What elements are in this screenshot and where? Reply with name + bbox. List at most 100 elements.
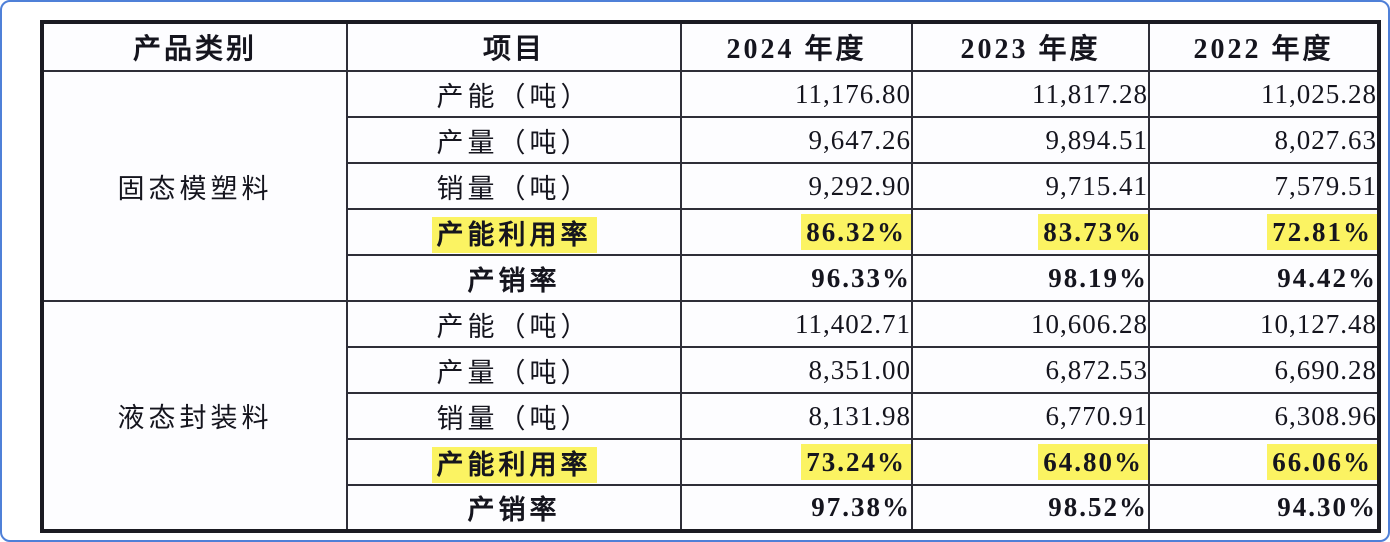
value-cell: 97.38% [680,484,913,532]
value-text: 10,606.28 [1031,308,1148,339]
value-cell: 98.52% [911,484,1150,532]
item-label-cell: 产量（吨） [346,346,682,394]
product-category-cell: 液态封装料 [41,300,348,532]
item-label-cell: 产能利用率 [346,438,682,486]
col-header-product-category: 产品类别 [41,21,348,72]
value-text: 9,715.41 [1045,170,1148,201]
value-text: 94.42% [1277,262,1377,293]
product-category-cell: 固态模塑料 [41,70,348,302]
value-text: 97.38% [811,492,911,522]
value-cell: 98.19% [911,254,1150,302]
value-text: 6,770.91 [1045,400,1148,431]
table-row: 销量（吨） 9,292.90 9,715.41 7,579.51 [42,162,1380,210]
label-text: 产能（吨） [436,81,592,112]
table-row: 产能利用率 73.24% 64.80% 66.06% [42,438,1380,486]
table-row: 固态模塑料 产能（吨） 11,176.80 11,817.28 11,025.28 [41,70,1380,302]
label-text: 销量（吨） [436,403,592,434]
value-text: 96.33% [811,262,911,293]
value-cell: 8,027.63 [1148,116,1380,164]
highlighted-label: 产能利用率 [431,216,597,253]
value-text: 6,690.28 [1274,354,1377,385]
value-cell: 94.30% [1148,484,1380,532]
value-text: 11,817.28 [1032,78,1148,109]
value-cell: 11,176.80 [680,70,913,118]
table-row: 销量（吨） 8,131.98 6,770.91 6,308.96 [42,392,1380,440]
col-header-item: 项目 [346,21,682,72]
highlighted-value: 64.80% [1038,443,1147,480]
highlighted-value: 66.06% [1267,443,1377,480]
value-cell: 94.42% [1148,254,1380,302]
col-header-year-2022: 2022 年度 [1148,21,1380,72]
item-label-cell: 产能（吨） [346,300,682,348]
highlighted-label: 产能利用率 [431,446,597,483]
value-text: 8,027.63 [1274,124,1377,155]
value-text: 6,308.96 [1274,400,1377,431]
value-cell: 83.73% [911,208,1150,256]
value-text: 9,292.90 [808,170,911,201]
value-text: 10,127.48 [1260,308,1377,339]
highlighted-value: 73.24% [801,443,910,480]
item-label-cell: 产销率 [346,484,682,532]
value-cell: 66.06% [1148,438,1380,486]
table-row: 产量（吨） 9,647.26 9,894.51 8,027.63 [42,116,1380,164]
value-text: 8,351.00 [808,354,911,385]
highlighted-value: 86.32% [801,213,910,250]
value-cell: 7,579.51 [1148,162,1380,210]
value-text: 98.19% [1048,262,1148,293]
table-row: 产销率 97.38% 98.52% 94.30% [42,484,1380,532]
table-row: 产量（吨） 8,351.00 6,872.53 6,690.28 [42,346,1380,394]
label-text: 产能（吨） [436,311,592,342]
label-text: 销量（吨） [436,173,592,204]
value-cell: 86.32% [680,208,913,256]
label-text: 产销率 [467,495,561,525]
value-text: 11,025.28 [1261,78,1377,109]
value-text: 9,647.26 [808,124,911,155]
value-cell: 10,127.48 [1148,300,1380,348]
table-row: 液态封装料 产能（吨） 11,402.71 10,606.28 10,127.48 [41,300,1380,532]
value-cell: 6,872.53 [911,346,1150,394]
value-cell: 9,292.90 [680,162,913,210]
value-cell: 11,402.71 [680,300,913,348]
value-cell: 6,690.28 [1148,346,1380,394]
table-header-row: 产品类别 项目 2024 年度 2023 年度 2022 年度 [41,21,1380,72]
value-cell: 11,025.28 [1148,70,1380,118]
value-text: 11,176.80 [795,78,911,109]
value-cell: 11,817.28 [911,70,1150,118]
item-label-cell: 销量（吨） [346,162,682,210]
value-cell: 9,715.41 [911,162,1150,210]
value-cell: 8,351.00 [680,346,913,394]
value-cell: 10,606.28 [911,300,1150,348]
value-cell: 8,131.98 [680,392,913,440]
item-label-cell: 产能利用率 [346,208,682,256]
item-label-cell: 销量（吨） [346,392,682,440]
value-cell: 73.24% [680,438,913,486]
table-row: 产能利用率 86.32% 83.73% 72.81% [42,208,1380,256]
value-cell: 6,308.96 [1148,392,1380,440]
value-cell: 6,770.91 [911,392,1150,440]
item-label-cell: 产能（吨） [346,70,682,118]
value-text: 6,872.53 [1045,354,1148,385]
value-cell: 96.33% [680,254,913,302]
production-capacity-table: 产品类别 项目 2024 年度 2023 年度 2022 年度 固态模塑料产能（… [40,20,1381,533]
value-cell: 72.81% [1148,208,1380,256]
table-row: 产销率 96.33% 98.19% 94.42% [42,254,1380,302]
value-cell: 9,894.51 [911,116,1150,164]
value-cell: 64.80% [911,438,1150,486]
value-text: 9,894.51 [1045,124,1148,155]
item-label-cell: 产量（吨） [346,116,682,164]
highlighted-value: 72.81% [1267,213,1377,250]
value-cell: 9,647.26 [680,116,913,164]
label-text: 产量（吨） [436,127,592,158]
value-text: 11,402.71 [795,308,911,339]
label-text: 产量（吨） [436,357,592,388]
col-header-year-2023: 2023 年度 [911,21,1150,72]
value-text: 7,579.51 [1274,170,1377,201]
label-text: 产销率 [467,265,561,296]
col-header-year-2024: 2024 年度 [680,21,913,72]
value-text: 98.52% [1048,492,1148,522]
value-text: 8,131.98 [808,400,911,431]
highlighted-value: 83.73% [1038,213,1147,250]
value-text: 94.30% [1277,492,1377,522]
item-label-cell: 产销率 [346,254,682,302]
